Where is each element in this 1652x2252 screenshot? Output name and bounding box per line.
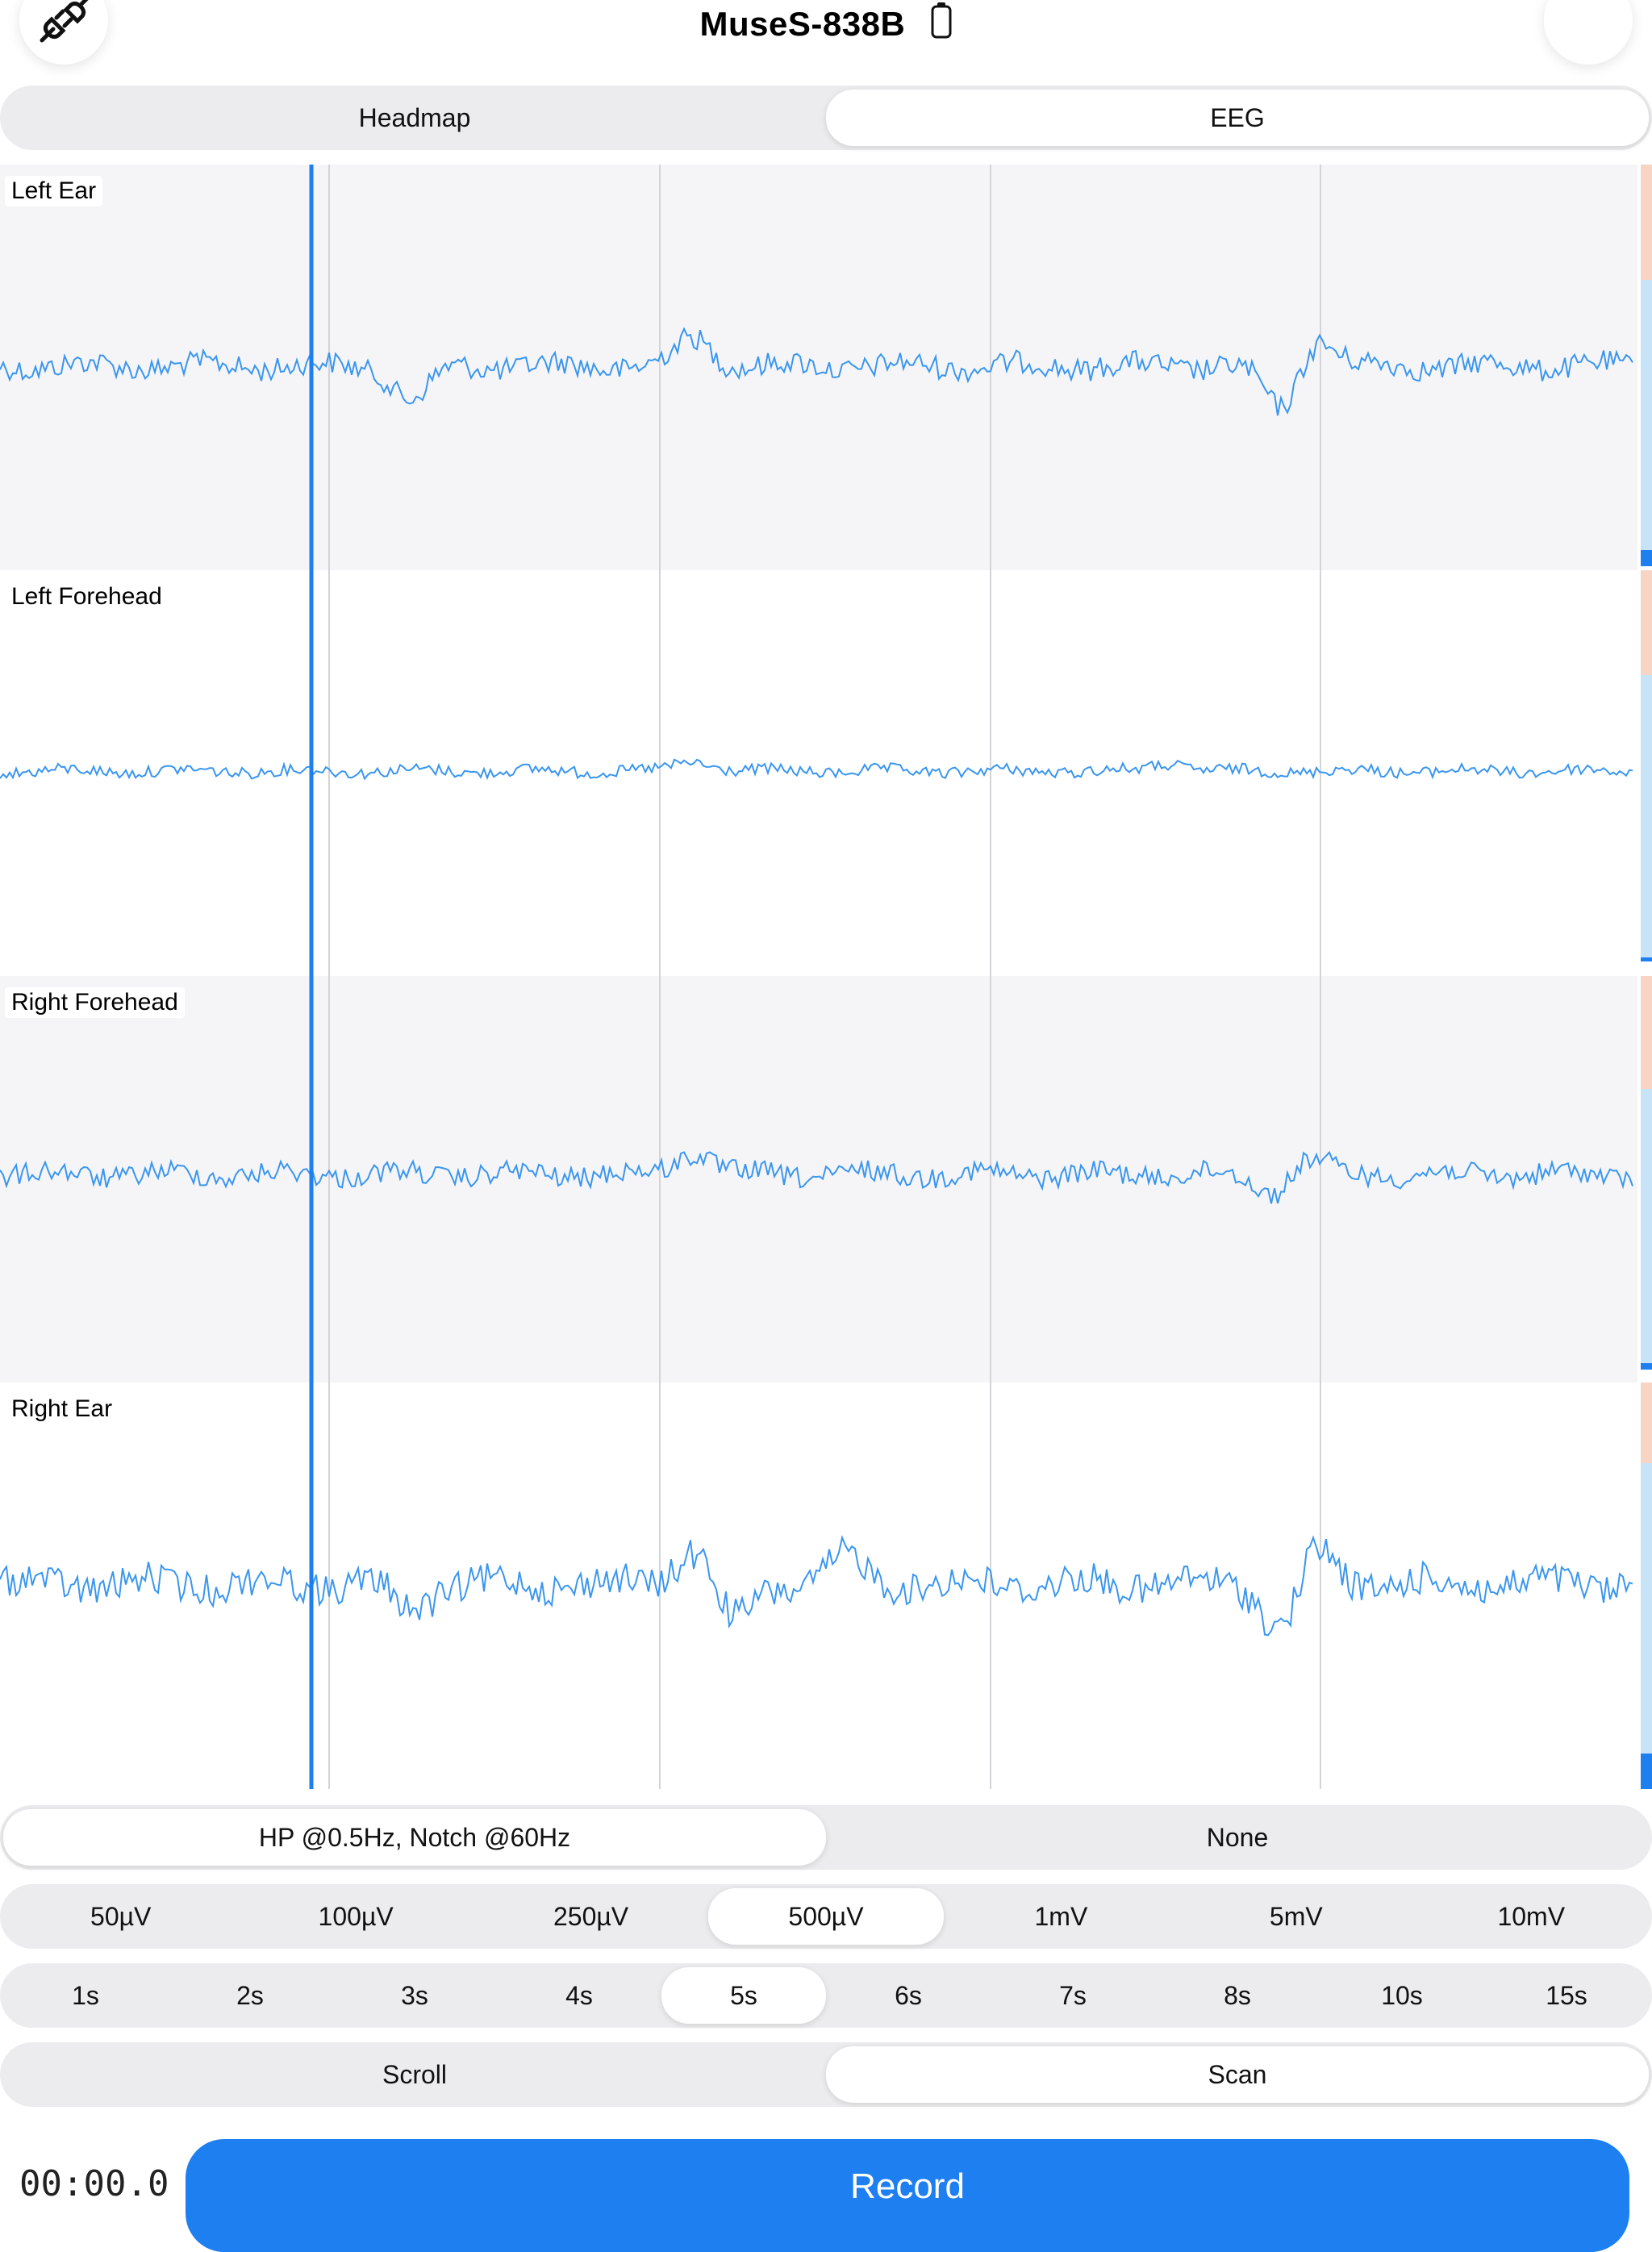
recording-timer: 00:00.0 <box>19 2163 169 2204</box>
time-option[interactable]: 7s <box>1059 1980 1087 2010</box>
channel-row-right-forehead: Right Forehead <box>0 976 1637 1382</box>
display-mode-selector: Scroll Scan <box>0 2042 1652 2107</box>
time-option[interactable]: 8s <box>1224 1980 1251 2010</box>
eeg-chart: Left Ear Left Forehead Right Forehead Ri… <box>0 165 1652 1789</box>
device-name: MuseS-838B <box>699 5 906 43</box>
time-option[interactable]: 3s <box>401 1980 428 2010</box>
battery-icon <box>931 2 952 47</box>
time-window-selector: 1s 2s 3s 4s 5s 6s 7s 8s 10s 15s <box>0 1963 1652 2028</box>
eeg-trace <box>0 758 1633 781</box>
plug-disconnect-icon <box>35 0 92 51</box>
time-option[interactable]: 1s <box>72 1980 99 2010</box>
time-option[interactable]: 2s <box>236 1980 264 2010</box>
disconnect-button[interactable] <box>19 0 108 65</box>
channel-row-right-ear: Right Ear <box>0 1382 1637 1789</box>
filter-option-hp-notch[interactable]: HP @0.5Hz, Notch @60Hz <box>3 1809 826 1866</box>
quality-segment <box>1641 570 1652 675</box>
filter-option-none[interactable]: None <box>1206 1822 1269 1852</box>
signal-quality-strip <box>1641 165 1652 1789</box>
scale-option[interactable]: 10mV <box>1497 1901 1566 1931</box>
quality-segment <box>1641 675 1652 957</box>
mode-option-scan[interactable]: Scan <box>826 2046 1649 2103</box>
time-option[interactable]: 4s <box>565 1980 593 2010</box>
scale-option[interactable]: 1mV <box>1034 1901 1088 1931</box>
record-button[interactable]: Record <box>186 2139 1629 2252</box>
tab-headmap[interactable]: Headmap <box>358 102 471 132</box>
scale-option[interactable]: 250µV <box>553 1901 629 1931</box>
channel-label: Right Forehead <box>5 987 185 1018</box>
time-option[interactable]: 15s <box>1546 1980 1587 2010</box>
record-button-label: Record <box>850 2167 965 2206</box>
time-option[interactable]: 5s <box>661 1967 826 2024</box>
channel-label: Left Ear <box>5 176 103 206</box>
view-tabs: Headmap EEG <box>0 85 1652 150</box>
quality-segment <box>1641 957 1652 961</box>
eeg-traces <box>0 165 1633 1789</box>
quality-segment <box>1641 1363 1652 1370</box>
time-option[interactable]: 6s <box>895 1980 922 2010</box>
quality-segment <box>1641 1754 1652 1789</box>
time-option[interactable]: 10s <box>1381 1980 1423 2010</box>
filter-selector: HP @0.5Hz, Notch @60Hz None <box>0 1805 1652 1870</box>
quality-segment <box>1641 976 1652 1089</box>
quality-segment <box>1641 1089 1652 1363</box>
channel-row-left-forehead: Left Forehead <box>0 570 1637 976</box>
mode-option-scroll[interactable]: Scroll <box>382 2059 447 2089</box>
device-title: MuseS-838B <box>0 2 1652 47</box>
tab-eeg[interactable]: EEG <box>826 90 1649 146</box>
eeg-trace <box>0 1150 1633 1204</box>
header: MuseS-838B <box>0 0 1652 81</box>
quality-segment <box>1641 280 1652 550</box>
scale-option[interactable]: 500µV <box>708 1888 944 1945</box>
channel-row-left-ear: Left Ear <box>0 165 1637 570</box>
scale-option[interactable]: 5mV <box>1269 1901 1323 1931</box>
scale-option[interactable]: 100µV <box>318 1901 394 1931</box>
eeg-trace <box>0 327 1633 416</box>
settings-button[interactable] <box>1544 0 1633 65</box>
quality-segment <box>1641 1382 1652 1463</box>
scale-option[interactable]: 50µV <box>90 1901 152 1931</box>
scale-selector: 50µV 100µV 250µV 500µV 1mV 5mV 10mV <box>0 1884 1652 1949</box>
channel-label: Right Ear <box>5 1394 119 1424</box>
quality-segment <box>1641 165 1652 280</box>
quality-segment <box>1641 1463 1652 1754</box>
quality-segment <box>1641 550 1652 566</box>
eeg-trace <box>0 1534 1633 1637</box>
channel-label: Left Forehead <box>5 582 169 612</box>
